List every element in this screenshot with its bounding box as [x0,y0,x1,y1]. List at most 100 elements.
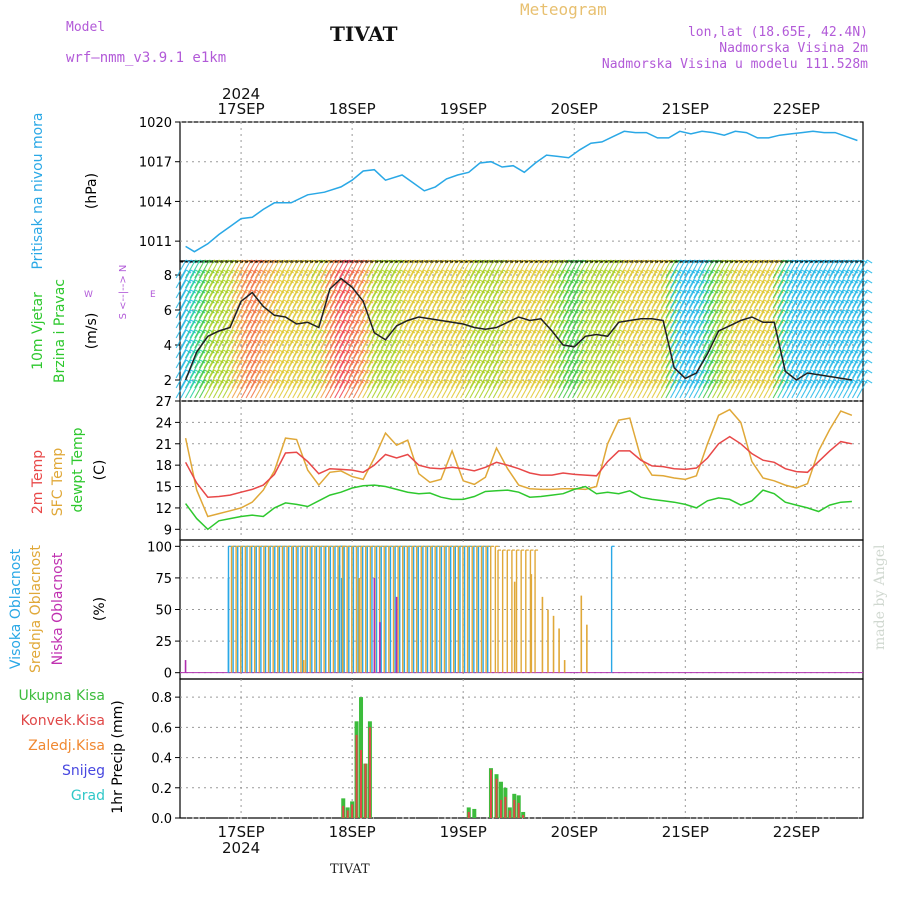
y-tick-label: 8 [164,269,172,284]
wind-barb [632,359,644,379]
wind-barb [427,359,439,379]
wind-barb [828,259,840,279]
wind-barb [851,349,863,369]
wind-barb [828,339,840,359]
wind-barb [245,289,257,309]
wind-barb [628,329,640,349]
wind-barb [278,339,290,359]
wind-barb [851,379,863,399]
wind-barb [772,339,784,359]
wind-barb [688,329,700,349]
wind-barb [674,269,686,289]
wind-barb [488,369,500,389]
wind-barb [385,349,397,369]
wind-barb [814,279,826,299]
wind-barb [730,289,742,309]
wind-barb [632,329,644,349]
wind-barb [301,269,313,289]
wind-barb [408,279,420,299]
wind-barb [730,279,742,299]
wind-barb [231,319,243,339]
wind-barb [194,349,206,369]
wind-barb [595,289,607,309]
wind-barb [800,279,812,299]
wind-barb [558,349,570,369]
wind-barb [726,339,737,359]
wind-barb [194,359,206,379]
wind-barb [203,259,215,279]
wind-barb [310,259,322,279]
wind-barb [273,309,285,329]
wind-barb [306,319,318,339]
wind-barb [665,269,677,289]
wind-barb [329,289,341,309]
wind-barb [823,299,835,319]
wind-barb [334,379,346,399]
bottom-date-label: 19SEP [440,823,487,841]
wind-barb [483,279,495,299]
wind-barb [590,269,602,289]
wind-barb [399,319,411,339]
wind-barb [394,349,406,369]
wind-barb [674,379,686,399]
wind-barb [194,299,206,319]
wind-barb [823,359,835,379]
wind-barb [273,329,285,349]
wind-barb [380,259,392,279]
wind-barb [586,299,598,319]
wind-barb [222,269,234,289]
wind-barb [716,269,728,289]
wind-barb [632,259,644,279]
wind-barb [665,289,677,309]
wind-barb [749,319,761,339]
wind-barb [819,329,831,349]
wind-barb [264,349,276,369]
wind-barb [474,269,486,289]
wind-barb [763,309,775,329]
wind-barb [842,339,854,359]
wind-barb [539,319,551,339]
wind-barb [422,359,434,379]
wind-barb [795,279,807,299]
wind-barb [791,289,803,309]
wind-barb [702,259,714,279]
wind-barb [418,369,430,389]
wind-barb [548,379,560,399]
wind-barb [194,289,206,309]
wind-barb [296,369,308,389]
wind-barb [282,289,294,309]
wind-barb [809,329,821,349]
wind-barb [712,289,723,309]
wind-barb [623,369,635,389]
wind-barb [646,379,658,399]
wind-barb [226,349,238,369]
wind-barb [618,289,630,309]
wind-barb [670,299,682,319]
wind-barb [618,299,630,319]
wind-barb [226,299,238,319]
wind-barb [847,289,859,309]
wind-barb [590,349,602,369]
wind-barb [189,369,201,389]
wind-barb [623,319,635,339]
wind-barb [413,339,425,359]
wind-barb [805,269,817,289]
wind-barb [674,319,686,339]
wind-barb [758,349,770,369]
wind-barb [791,309,803,329]
wind-barb [259,309,271,329]
wind-barb [590,279,602,299]
wind-barb [735,309,747,329]
wind-barb [809,299,821,319]
wind-barb [404,339,416,359]
wind-barb [800,299,812,319]
wind-barb [791,379,803,399]
wind-barb [539,329,551,349]
wind-barb [198,259,210,279]
wind-barb [847,349,859,369]
wind-barb [212,299,224,319]
wind-barb [516,299,528,319]
wind-barb [268,269,280,289]
y-tick-label: 1017 [139,156,172,171]
wind-barb [315,279,327,299]
